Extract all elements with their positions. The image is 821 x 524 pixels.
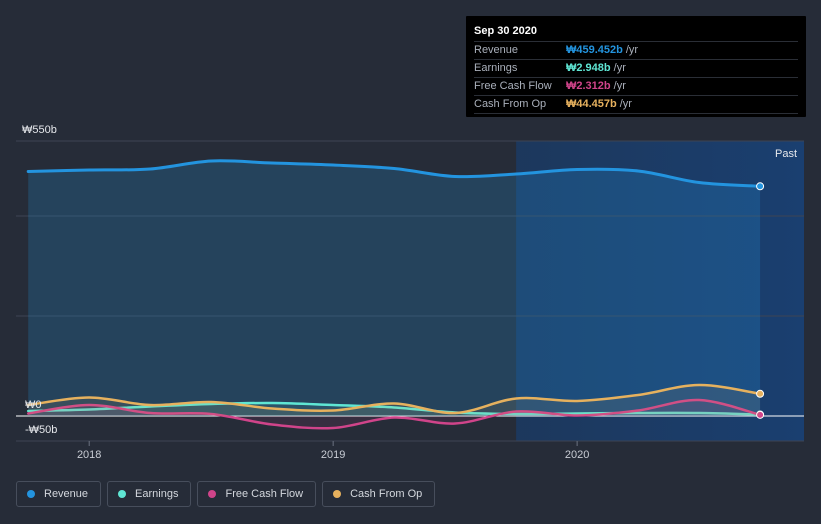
cash-from-op-end-point (756, 389, 765, 398)
free-cash-flow-line (26, 398, 762, 430)
legend-item-cash-from-op[interactable]: Cash From Op (322, 481, 436, 507)
dot-icon (27, 490, 35, 498)
tooltip-label: Free Cash Flow (474, 80, 552, 92)
tooltip-row-free-cash-flow: Free Cash Flow ₩2.312b /yr (474, 77, 798, 95)
y-tick-label-bottom: -₩50b (25, 424, 57, 436)
revenue-area (28, 160, 761, 416)
tooltip-date: Sep 30 2020 (474, 25, 537, 37)
legend-label: Free Cash Flow (225, 488, 304, 500)
legend-label: Cash From Op (350, 488, 423, 500)
x-tick-label: 2020 (565, 449, 589, 461)
cash-from-op-area (28, 384, 761, 416)
legend-item-earnings[interactable]: Earnings (107, 481, 192, 507)
tooltip-unit: /yr (613, 62, 626, 74)
tooltip-unit: /yr (613, 80, 626, 92)
legend-label: Earnings (135, 488, 179, 500)
legend-item-free-cash-flow[interactable]: Free Cash Flow (197, 481, 317, 507)
earnings-line (26, 401, 762, 416)
dot-icon (118, 490, 127, 498)
legend: Revenue Earnings Free Cash Flow Cash Fro… (16, 481, 436, 507)
tooltip: Sep 30 2020 Revenue ₩459.452b /yr Earnin… (466, 16, 806, 117)
tooltip-row-earnings: Earnings ₩2.948b /yr (474, 59, 798, 77)
tooltip-value: ₩44.457b (566, 98, 617, 110)
tooltip-value: ₩2.312b (566, 80, 611, 92)
legend-item-revenue[interactable]: Revenue (16, 481, 102, 507)
revenue-end-point (756, 182, 765, 191)
dot-icon (208, 490, 217, 498)
legend-label: Revenue (44, 488, 89, 500)
tooltip-label: Cash From Op (474, 98, 547, 110)
earnings-area (28, 402, 761, 416)
chart-area: 2018 2019 2020 ₩550b ₩0 -₩50b Past (16, 124, 804, 461)
tooltip-unit: /yr (619, 98, 632, 110)
cash-from-op-line (26, 383, 762, 415)
tooltip-unit: /yr (625, 44, 639, 56)
tooltip-row-revenue: Revenue ₩459.452b /yr (474, 41, 798, 59)
tooltip-label: Earnings (474, 62, 518, 74)
x-tick-label: 2018 (77, 449, 101, 461)
series-layer (26, 159, 765, 430)
gridlines (16, 140, 804, 442)
dot-icon (333, 490, 342, 498)
y-tick-label-top: ₩550b (22, 124, 57, 136)
tooltip-row-cash-from-op: Cash From Op ₩44.457b /yr (474, 95, 798, 114)
revenue-line (26, 159, 762, 188)
free-cash-flow-end-point (756, 410, 765, 419)
y-tick-label-zero: ₩0 (25, 399, 42, 411)
tooltip-value: ₩2.948b (566, 62, 611, 74)
x-axis: 2018 2019 2020 (77, 441, 589, 461)
tooltip-label: Revenue (474, 44, 519, 56)
x-tick-label: 2019 (321, 449, 345, 461)
tooltip-value: ₩459.452b (566, 44, 623, 56)
past-label: Past (775, 148, 797, 160)
